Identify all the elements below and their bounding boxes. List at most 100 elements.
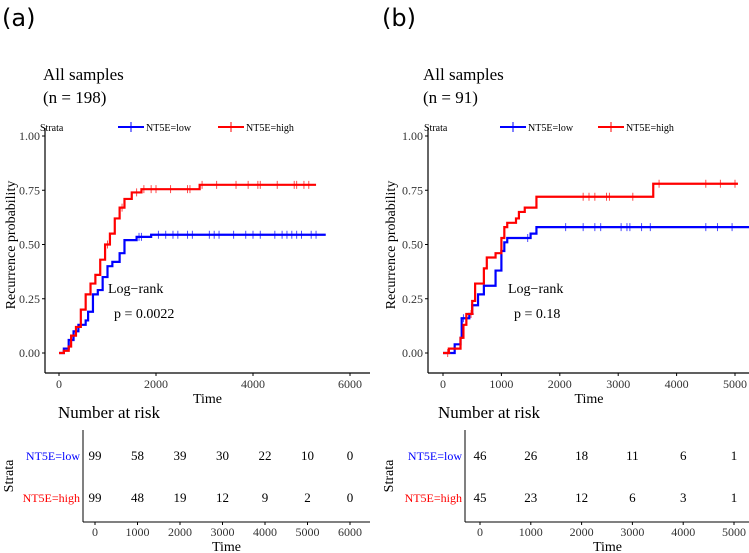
panel-label: (a) <box>2 4 35 32</box>
risk-x-tick-label: 2000 <box>570 525 594 539</box>
risk-x-tick-label: 6000 <box>338 525 362 539</box>
risk-x-tick-label: 4000 <box>253 525 277 539</box>
censor-mark <box>216 230 223 239</box>
censor-mark <box>305 180 312 189</box>
risk-count: 6 <box>680 448 687 463</box>
censor-mark <box>638 223 645 232</box>
risk-count: 2 <box>304 490 311 505</box>
y-tick-label: 0.00 <box>402 346 423 360</box>
x-tick-label: 3000 <box>606 377 630 391</box>
risk-x-tick-label: 5000 <box>722 525 746 539</box>
risk-count: 11 <box>626 448 639 463</box>
censor-mark <box>213 180 220 189</box>
risk-count: 22 <box>259 448 272 463</box>
legend-label: NT5E=high <box>246 123 294 134</box>
risk-row-label: NT5E=high <box>405 491 462 505</box>
chart-title: All samples <box>423 65 504 84</box>
risk-x-axis-label: Time <box>212 540 241 553</box>
risk-count: 39 <box>174 448 187 463</box>
censor-mark <box>597 223 604 232</box>
x-tick-label: 0 <box>56 377 62 391</box>
chart-title: All samples <box>43 65 124 84</box>
y-tick-label: 0.50 <box>19 238 40 252</box>
x-tick-label: 2000 <box>144 377 168 391</box>
chart-subtitle: (n = 198) <box>43 88 106 107</box>
risk-count: 12 <box>575 490 588 505</box>
censor-mark <box>199 180 206 189</box>
risk-row-label: NT5E=low <box>26 449 80 463</box>
risk-count: 48 <box>131 490 144 505</box>
censor-mark <box>140 185 147 194</box>
censor-mark <box>580 223 587 232</box>
censor-mark <box>162 230 169 239</box>
risk-count: 45 <box>474 490 487 505</box>
censor-mark <box>524 233 531 242</box>
logrank-label: Log−rank <box>108 282 163 297</box>
risk-table-title: Number at risk <box>438 403 540 422</box>
legend-label: NT5E=low <box>528 123 574 134</box>
censor-mark <box>313 230 320 239</box>
censor-mark <box>242 230 249 239</box>
risk-y-axis-label: Strata <box>2 459 17 492</box>
risk-row-label: NT5E=low <box>408 449 462 463</box>
legend-title: Strata <box>40 123 64 134</box>
risk-count: 1 <box>731 448 738 463</box>
risk-x-tick-label: 1000 <box>126 525 150 539</box>
risk-count: 30 <box>216 448 229 463</box>
censor-mark <box>257 230 264 239</box>
censor-mark <box>591 192 598 201</box>
risk-count: 99 <box>89 490 102 505</box>
legend-title: Strata <box>424 123 448 134</box>
risk-count: 1 <box>731 490 738 505</box>
legend-label: NT5E=high <box>626 123 674 134</box>
censor-mark <box>186 185 193 194</box>
risk-x-tick-label: 3000 <box>620 525 644 539</box>
risk-count: 26 <box>524 448 538 463</box>
risk-x-axis-label: Time <box>593 540 622 553</box>
km-curve-NT5E=low <box>59 233 326 355</box>
censor-mark <box>647 223 654 232</box>
censor-mark <box>586 192 592 201</box>
risk-count: 9 <box>262 490 269 505</box>
x-tick-label: 1000 <box>489 377 513 391</box>
y-axis-label: Recurrence probability <box>4 181 19 310</box>
y-tick-label: 0.25 <box>19 292 40 306</box>
censor-mark <box>656 179 663 188</box>
y-axis-label: Recurrence probability <box>384 181 399 310</box>
x-tick-label: 5000 <box>723 377 747 391</box>
panel-label: (b) <box>382 4 416 32</box>
censor-mark <box>174 230 181 239</box>
censor-mark <box>626 223 633 232</box>
risk-count: 6 <box>629 490 636 505</box>
p-value: p = 0.0022 <box>114 307 174 322</box>
risk-count: 12 <box>216 490 229 505</box>
censor-mark <box>230 230 237 239</box>
censor-mark <box>702 223 709 232</box>
censor-mark <box>167 185 174 194</box>
chart-subtitle: (n = 91) <box>423 88 478 107</box>
risk-x-tick-label: 4000 <box>671 525 695 539</box>
censor-mark <box>153 185 159 194</box>
risk-count: 19 <box>174 490 187 505</box>
risk-x-tick-label: 1000 <box>519 525 543 539</box>
risk-count: 58 <box>131 448 144 463</box>
y-tick-label: 1.00 <box>19 129 40 143</box>
censor-mark <box>580 192 587 201</box>
censor-mark <box>717 179 724 188</box>
censor-mark <box>245 180 252 189</box>
censor-mark <box>702 179 709 188</box>
risk-x-tick-label: 0 <box>92 525 98 539</box>
censor-mark <box>119 203 126 212</box>
km-curve-NT5E=low <box>443 226 749 355</box>
risk-count: 0 <box>347 448 354 463</box>
p-value: p = 0.18 <box>514 307 560 322</box>
censor-mark <box>298 230 305 239</box>
censor-mark <box>714 223 721 232</box>
risk-x-tick-label: 3000 <box>211 525 235 539</box>
risk-row-label: NT5E=high <box>23 491 80 505</box>
km-curve-NT5E=high <box>443 182 738 355</box>
km-curve-NT5E=high <box>59 183 317 355</box>
risk-x-tick-label: 5000 <box>296 525 320 539</box>
y-tick-label: 0.00 <box>19 346 40 360</box>
